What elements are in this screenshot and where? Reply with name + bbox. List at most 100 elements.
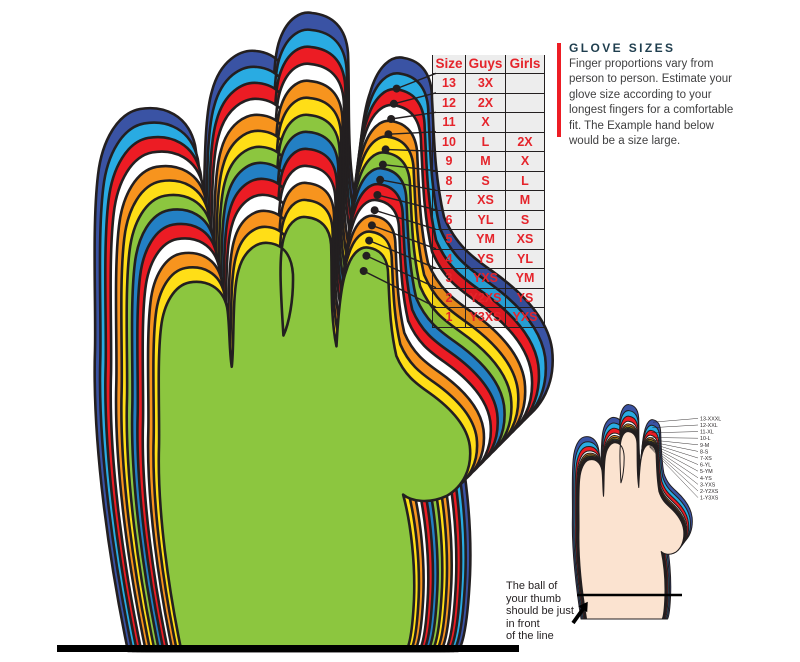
example-layer-1 bbox=[579, 432, 684, 619]
thumb-arrow-head bbox=[578, 601, 588, 613]
guys-cell: YL bbox=[465, 209, 505, 230]
column-header-girls: Girls bbox=[505, 55, 544, 74]
example-tick-8 bbox=[650, 441, 699, 452]
size-cell: 8 bbox=[433, 170, 465, 191]
leader-dot-11 bbox=[387, 115, 396, 123]
leader-line-11 bbox=[391, 111, 437, 120]
info-body-text: Finger proportions vary from person to p… bbox=[569, 58, 734, 148]
size-cell: 4 bbox=[433, 248, 465, 269]
guys-cell: Y3XS bbox=[465, 307, 505, 327]
example-tick-7 bbox=[650, 442, 699, 459]
leader-dot-3 bbox=[365, 236, 374, 245]
size-cell: 6 bbox=[433, 209, 465, 230]
leader-dot-4 bbox=[367, 221, 376, 230]
example-label-13: 13-XXXL bbox=[700, 416, 721, 422]
leader-dot-1 bbox=[359, 267, 368, 275]
guys-cell: L bbox=[465, 131, 505, 152]
size-cell: 1 bbox=[433, 307, 465, 327]
girls-cell: L bbox=[505, 170, 544, 191]
size-cell: 7 bbox=[433, 190, 465, 210]
size-cell: 13 bbox=[433, 73, 465, 93]
guys-cell: 2X bbox=[465, 92, 505, 113]
guys-cell: 3X bbox=[465, 73, 505, 93]
example-label-7: 7-XS bbox=[700, 456, 712, 462]
size-cell: 12 bbox=[433, 92, 465, 113]
example-label-2: 2-Y2XS bbox=[700, 489, 719, 495]
girls-cell: X bbox=[505, 151, 544, 171]
leader-line-12 bbox=[393, 92, 437, 105]
example-label-4: 4-YS bbox=[700, 476, 712, 482]
girls-cell: YL bbox=[505, 248, 544, 269]
example-tick-10 bbox=[650, 437, 699, 439]
leader-dot-5 bbox=[370, 206, 379, 215]
example-tick-5 bbox=[649, 444, 699, 472]
example-label-12: 12-XXL bbox=[700, 423, 718, 429]
guys-cell: X bbox=[465, 112, 505, 132]
guys-cell: YS bbox=[465, 248, 505, 269]
example-tick-12 bbox=[652, 424, 699, 428]
example-tick-11 bbox=[651, 431, 699, 434]
leader-line-2 bbox=[366, 255, 437, 289]
guys-cell: Y2XS bbox=[465, 287, 505, 308]
girls-cell bbox=[505, 112, 544, 132]
example-tick-2 bbox=[649, 446, 699, 492]
example-label-9: 9-M bbox=[700, 443, 709, 449]
size-cell: 3 bbox=[433, 268, 465, 288]
guys-cell: XS bbox=[465, 190, 505, 210]
leader-dot-13 bbox=[392, 84, 401, 93]
leader-line-3 bbox=[368, 239, 437, 269]
girls-cell: M bbox=[505, 190, 544, 210]
example-label-5: 5-YM bbox=[700, 469, 713, 475]
girls-cell: S bbox=[505, 209, 544, 230]
example-label-1: 1-Y3XS bbox=[700, 496, 719, 502]
thumb-arrow bbox=[571, 607, 585, 625]
leader-dot-8 bbox=[378, 160, 387, 169]
leader-line-7 bbox=[380, 179, 437, 191]
leader-line-4 bbox=[371, 224, 437, 250]
size-cell: 5 bbox=[433, 229, 465, 249]
example-label-11: 11-XL bbox=[700, 430, 714, 436]
example-label-10: 10-L bbox=[700, 436, 711, 442]
leader-dot-6 bbox=[373, 191, 382, 199]
girls-cell bbox=[505, 92, 544, 113]
glove-layer-1 bbox=[159, 217, 470, 651]
guys-cell: YM bbox=[465, 229, 505, 249]
example-label-3: 3-YXS bbox=[700, 482, 716, 488]
example-label-6: 6-YL bbox=[700, 463, 711, 469]
girls-cell: YXS bbox=[505, 307, 544, 327]
example-label-8: 8-S bbox=[700, 449, 709, 455]
example-tick-3 bbox=[649, 446, 699, 485]
girls-cell: 2X bbox=[505, 131, 544, 152]
girls-cell: YS bbox=[505, 287, 544, 308]
leader-line-1 bbox=[363, 270, 437, 308]
example-tick-1 bbox=[649, 446, 699, 498]
leader-dot-10 bbox=[384, 130, 393, 139]
glove-size-table: Size Guys Girls 13 3X 12 2X 11 X 10 L 2X 9 M X 8 S L 7 XS M 6… bbox=[432, 55, 545, 328]
accent-bar bbox=[557, 43, 561, 137]
layered-glove-hand-illustration bbox=[40, 5, 560, 655]
size-cell: 11 bbox=[433, 112, 465, 132]
leader-dot-2 bbox=[362, 251, 371, 260]
baseline-rule bbox=[57, 645, 519, 652]
leader-line-10 bbox=[388, 131, 437, 135]
column-header-guys: Guys bbox=[465, 55, 505, 74]
column-header-size: Size bbox=[435, 56, 463, 71]
guys-cell: S bbox=[465, 170, 505, 191]
girls-cell: YM bbox=[505, 268, 544, 288]
leader-line-13 bbox=[396, 72, 437, 90]
size-cell: 2 bbox=[433, 287, 465, 308]
example-tick-9 bbox=[650, 439, 699, 446]
thumb-ball-note: The ball of your thumb should be just in… bbox=[506, 580, 574, 643]
leader-line-9 bbox=[385, 148, 437, 152]
leader-dot-12 bbox=[389, 99, 398, 108]
leader-line-5 bbox=[374, 209, 437, 230]
size-cell: 10 bbox=[433, 131, 465, 152]
leader-line-8 bbox=[382, 163, 437, 172]
example-tick-13 bbox=[653, 418, 699, 423]
leader-dot-7 bbox=[376, 175, 385, 184]
example-tick-6 bbox=[649, 443, 699, 465]
girls-cell: XS bbox=[505, 229, 544, 249]
leader-dot-9 bbox=[381, 145, 390, 154]
example-hand-illustration: 13-XXXL12-XXL11-XL10-L9-M8-S7-XS6-YL5-YM… bbox=[571, 392, 721, 625]
